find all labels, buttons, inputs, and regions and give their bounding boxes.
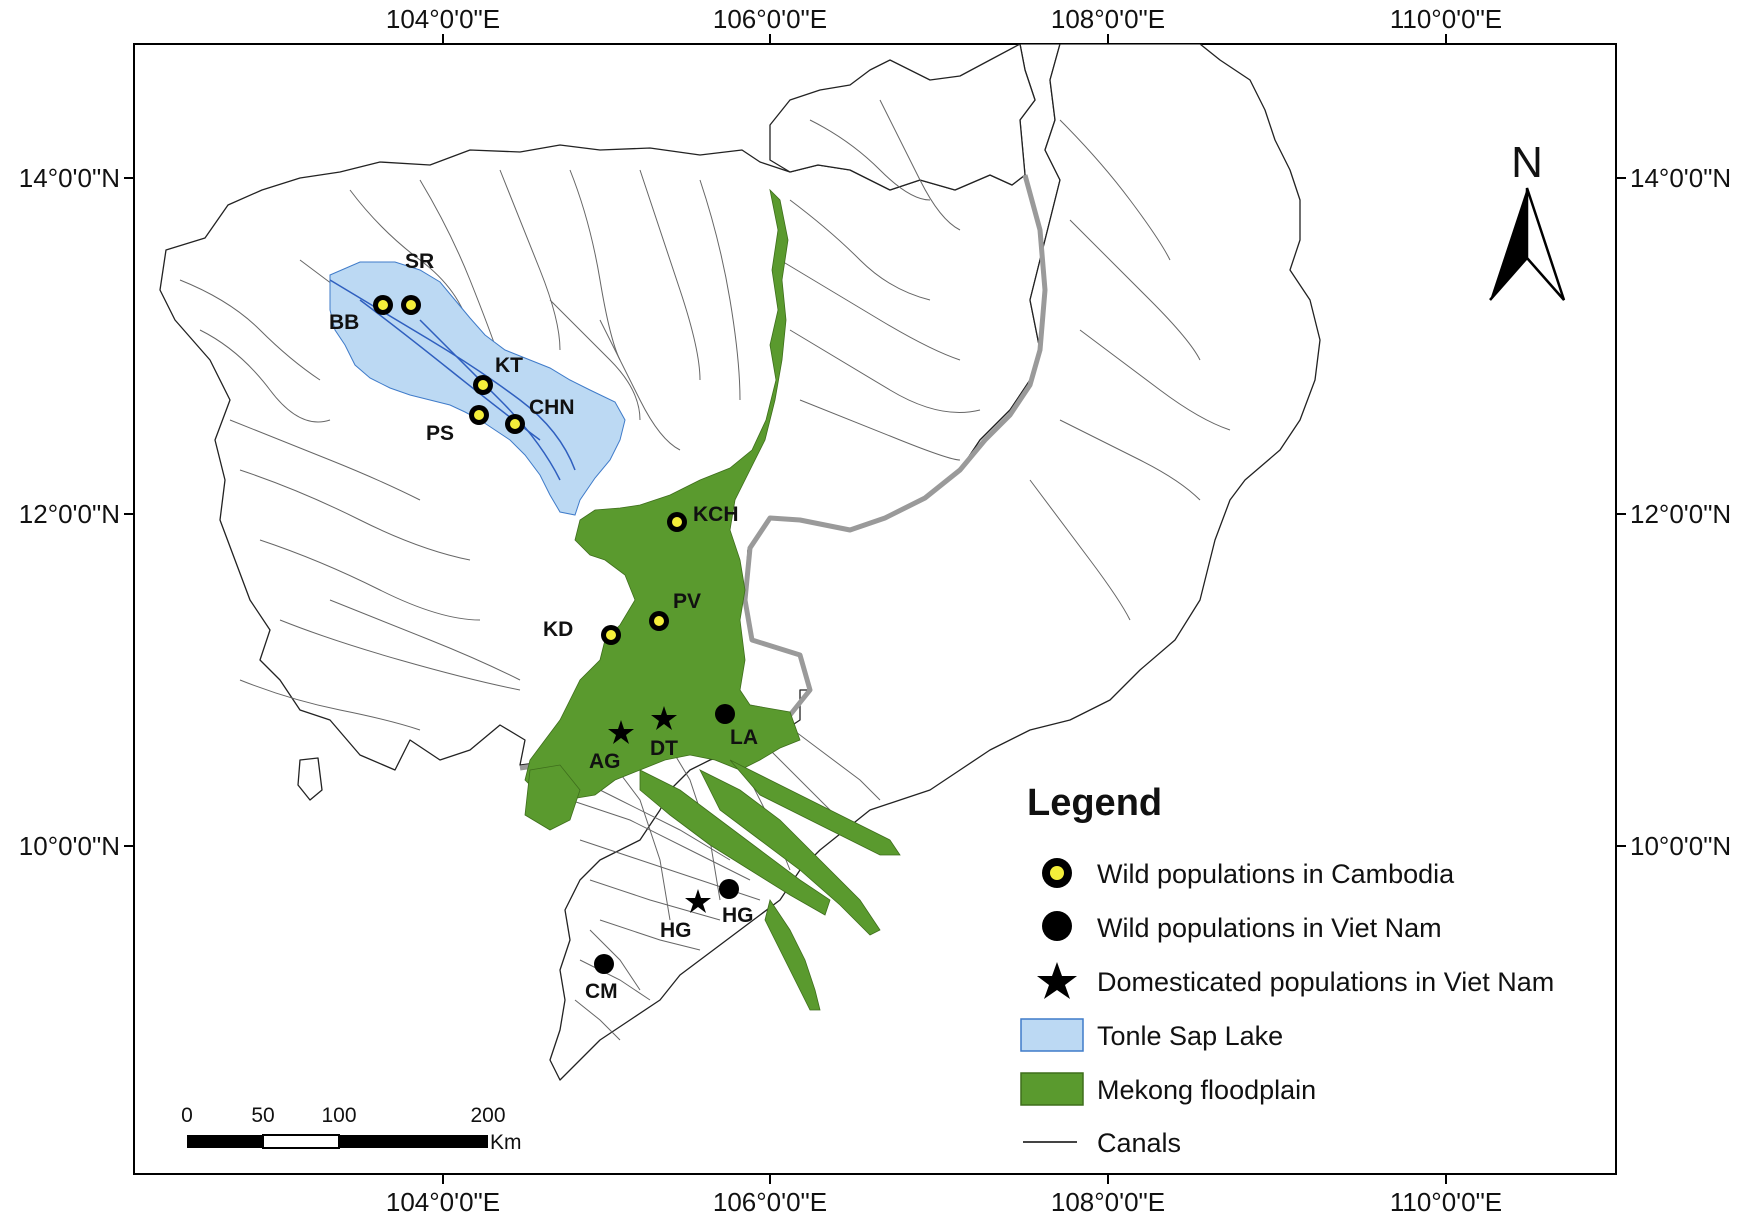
site-marker-CM-wild-vietnam xyxy=(594,954,614,974)
site-marker-CHN-wild-cambodia xyxy=(505,414,525,434)
site-marker-HG-wild-vietnam xyxy=(719,879,739,899)
scale-tick-label: 100 xyxy=(321,1104,356,1127)
legend-symbol-wild-cambodia xyxy=(1042,858,1072,888)
right-lat-label: 10°0'0"N xyxy=(1630,831,1731,861)
site-label: CM xyxy=(585,980,618,1003)
site-labels: SR BB KT CHN PS KCH PV KD LA DT AG HG HG… xyxy=(329,250,758,1003)
right-lat-label: 12°0'0"N xyxy=(1630,499,1731,529)
legend-label: Domesticated populations in Viet Nam xyxy=(1097,967,1554,997)
scale-tick-label: 0 xyxy=(181,1104,193,1127)
legend-label: Mekong floodplain xyxy=(1097,1075,1316,1105)
legend-symbol-domesticated-star xyxy=(1037,962,1077,999)
site-marker-AG-domesticated xyxy=(608,720,634,744)
scale-tick-label: 50 xyxy=(251,1104,274,1127)
site-label: KCH xyxy=(693,503,739,526)
site-label: KD xyxy=(543,618,573,641)
laos-outline xyxy=(769,44,1036,191)
site-label: PV xyxy=(673,590,701,613)
site-marker-DT-domesticated xyxy=(651,706,677,730)
legend: Legend Wild populations in Cambodia Wild… xyxy=(1020,782,1554,1158)
site-label: AG xyxy=(589,750,621,773)
site-marker-PV-wild-cambodia xyxy=(649,611,669,631)
bottom-lon-label: 104°0'0"E xyxy=(386,1187,500,1217)
site-marker-KD-wild-cambodia xyxy=(601,625,621,645)
graticule-ticks xyxy=(124,34,1626,1184)
site-label: HG xyxy=(722,904,754,927)
north-arrow: N xyxy=(1489,138,1566,301)
bottom-lon-label: 110°0'0"E xyxy=(1390,1187,1502,1217)
site-marker-BB-wild-cambodia xyxy=(373,295,393,315)
top-lon-label: 108°0'0"E xyxy=(1051,4,1165,34)
legend-label: Canals xyxy=(1097,1128,1181,1158)
phu-quoc-island xyxy=(297,757,323,801)
left-lat-label: 10°0'0"N xyxy=(19,831,120,861)
site-label: LA xyxy=(730,726,758,749)
site-marker-KCH-wild-cambodia xyxy=(667,512,687,532)
bottom-lon-label: 106°0'0"E xyxy=(713,1187,827,1217)
legend-label: Wild populations in Viet Nam xyxy=(1097,913,1442,943)
site-marker-PS-wild-cambodia xyxy=(469,405,489,425)
right-lat-label: 14°0'0"N xyxy=(1630,163,1731,193)
bottom-lon-label: 108°0'0"E xyxy=(1051,1187,1165,1217)
site-label: PS xyxy=(426,422,454,445)
site-label: DT xyxy=(650,737,678,760)
left-lat-label: 14°0'0"N xyxy=(19,163,120,193)
scale-bar: 0 50 100 200 Km xyxy=(181,1104,521,1154)
mekong-floodplain xyxy=(524,188,901,1011)
legend-label: Wild populations in Cambodia xyxy=(1097,859,1455,889)
scale-unit: Km xyxy=(490,1131,522,1154)
site-symbols xyxy=(373,295,739,974)
top-lon-label: 104°0'0"E xyxy=(386,4,500,34)
site-label: BB xyxy=(329,311,359,334)
legend-label: Tonle Sap Lake xyxy=(1097,1021,1283,1051)
legend-symbol-floodplain xyxy=(1020,1072,1084,1106)
legend-symbol-wild-vietnam xyxy=(1042,911,1072,941)
north-arrow-icon xyxy=(1490,188,1527,300)
site-marker-KT-wild-cambodia xyxy=(473,375,493,395)
north-label: N xyxy=(1511,138,1543,187)
legend-title: Legend xyxy=(1027,782,1162,824)
top-lon-label: 106°0'0"E xyxy=(713,4,827,34)
site-marker-SR-wild-cambodia xyxy=(401,295,421,315)
site-label: HG xyxy=(660,919,692,942)
graticule-labels: 104°0'0"E 106°0'0"E 108°0'0"E 110°0'0"E … xyxy=(19,4,1731,1217)
legend-symbol-lake xyxy=(1020,1018,1084,1052)
site-marker-HG-domesticated xyxy=(685,889,711,913)
site-label: CHN xyxy=(529,396,575,419)
left-lat-label: 12°0'0"N xyxy=(19,499,120,529)
site-marker-LA-wild-vietnam xyxy=(715,704,735,724)
site-label: SR xyxy=(405,250,434,273)
site-label: KT xyxy=(495,354,523,377)
top-lon-label: 110°0'0"E xyxy=(1390,4,1502,34)
scale-tick-label: 200 xyxy=(470,1104,505,1127)
